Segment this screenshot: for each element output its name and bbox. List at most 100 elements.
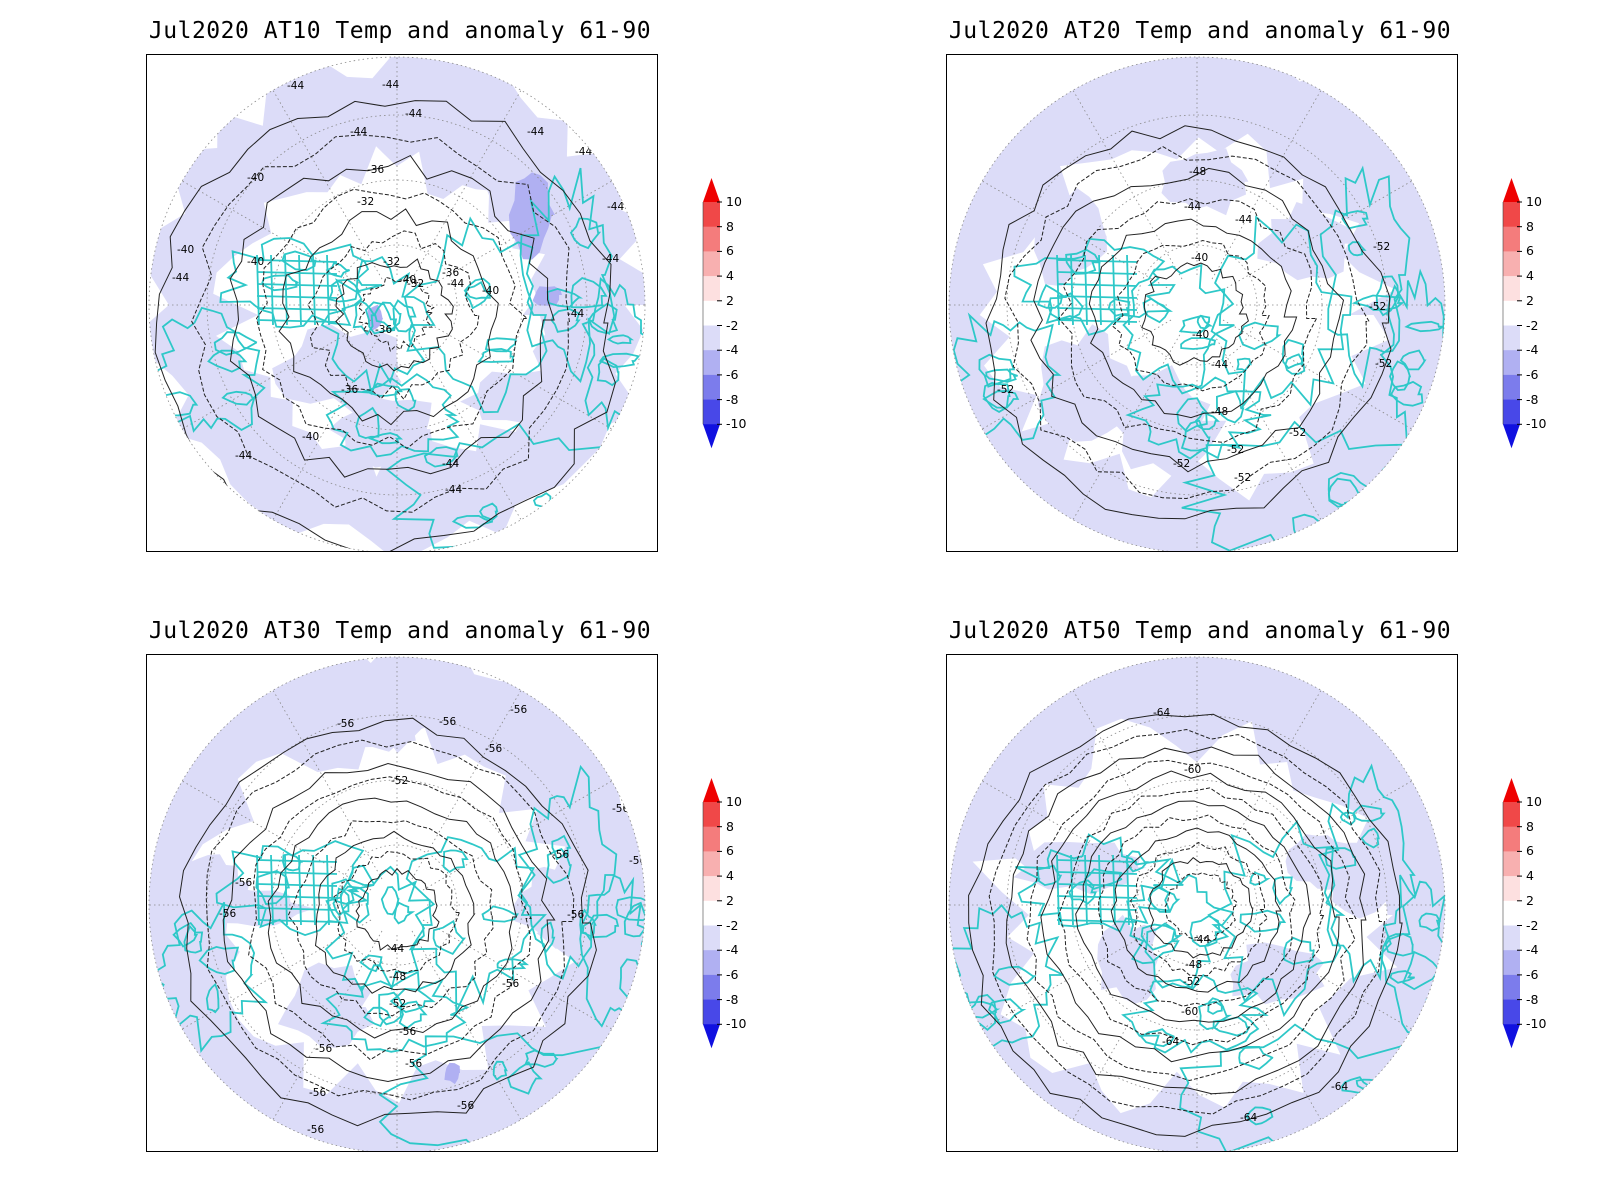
map-frame[interactable]: -44 -44 -44 -44 -44 -44 -44 -44 -40 -36 -32 -32 -32-… — [146, 54, 658, 552]
contour-line — [1164, 872, 1238, 942]
colorbar: 10 8 6 4 2 -2 -4 -6 -8 -10 — [700, 178, 760, 456]
temperature-contours — [178, 717, 597, 1127]
coastline-path — [1245, 1106, 1274, 1126]
coastline-path — [553, 1107, 593, 1119]
contour-label: -44 — [1211, 359, 1228, 371]
contour-label: -56 — [315, 1043, 332, 1055]
map-frame[interactable]: -56 -56 -56 -56 -52 -56 -56 -56 -56 -56 -56 -44 -48 -… — [146, 654, 658, 1152]
border-line — [312, 854, 316, 926]
map-panel-at10: Jul2020 AT10 Temp and anomaly 61-90 -44-… — [0, 0, 800, 600]
colorbar-swatch — [1503, 226, 1520, 252]
coastline-path — [950, 312, 1062, 441]
colorbar-tick-label: -10 — [726, 416, 747, 432]
colorbar-swatch — [703, 325, 720, 351]
coastline-path — [374, 301, 402, 331]
colorbar-swatch — [703, 974, 720, 1001]
contour-line — [248, 776, 532, 1061]
contour-label: -56 — [640, 973, 657, 985]
contour-label: -40 — [177, 244, 194, 256]
meridian-line — [982, 919, 1172, 1030]
colorbar-swatch — [703, 374, 720, 401]
latitude-circle — [1136, 844, 1258, 966]
coastline-path — [1179, 1023, 1443, 1151]
polar-map: -44 -44 -44-44-44 -44 -44-44-40-36-32-32-32-… — [148, 56, 646, 551]
coastline-path — [394, 388, 417, 412]
meridian-line — [182, 780, 372, 891]
colorbar-graphic — [702, 778, 722, 1049]
coastline-path — [1037, 283, 1068, 309]
colorbar-tick-label: 2 — [1526, 292, 1534, 308]
panel-title: Jul2020 AT30 Temp and anomaly 61-90 — [148, 618, 652, 644]
contour-line — [1026, 759, 1357, 1082]
coastline-path — [423, 446, 459, 468]
anomaly-patch — [1037, 324, 1135, 442]
polar-map: -56 -56 -56 -56 -52 -56 -56 -56 -56 -56 -56 -44 -48 -… — [148, 656, 657, 1151]
colorbar-tick-label: 4 — [1526, 868, 1534, 884]
anomaly-gap-region — [189, 718, 575, 1103]
contour-label: -48 — [389, 971, 406, 983]
coastline-path — [1272, 876, 1293, 906]
contour-line — [278, 208, 499, 426]
meridian-line — [272, 690, 383, 880]
contour-line — [335, 258, 454, 372]
colorbar-swatch — [1503, 202, 1520, 228]
coastline-path — [1389, 360, 1412, 392]
contour-label: -44 — [607, 201, 624, 213]
colorbar-swatch — [703, 826, 720, 852]
latitude-circle — [336, 244, 458, 366]
coastline-path — [987, 998, 1027, 1025]
border-line — [256, 854, 260, 926]
coastline-path — [398, 1000, 428, 1030]
border-line — [1084, 254, 1088, 326]
map-panel-at30: Jul2020 AT30 Temp and anomaly 61-90 -56 -… — [0, 600, 800, 1200]
coastline-path — [1207, 997, 1225, 1015]
anomaly-patch — [424, 131, 549, 192]
contour-line — [222, 762, 556, 1083]
coastline-path — [1347, 241, 1367, 257]
coastline-path — [378, 991, 405, 1026]
border-line — [1056, 271, 1138, 275]
meridian-line — [411, 330, 522, 520]
meridian-line — [422, 780, 612, 891]
meridian-line — [182, 180, 372, 291]
meridian-line — [982, 780, 1172, 891]
coastline-path — [221, 390, 258, 406]
coastline-path — [1180, 419, 1211, 452]
contour-label: -64 — [1429, 813, 1446, 825]
contour-label: -52 — [1183, 976, 1200, 988]
coastline-path — [481, 905, 520, 923]
colorbar-arrow-bottom — [703, 424, 720, 449]
colorbar-tick-label: 2 — [1526, 892, 1534, 908]
coastline-path — [1047, 292, 1084, 321]
map-frame[interactable]: -64 -60 -64 -44 -48 -52 -60 -64 -64 -64 — [946, 654, 1458, 1152]
colorbar-swatch — [1503, 900, 1520, 926]
coastline-path — [477, 347, 515, 363]
contour-label: -52 — [1234, 472, 1251, 484]
contour-label: -56 — [235, 877, 252, 889]
colorbar-tick-label: 10 — [1526, 794, 1542, 809]
anomaly-patch — [1161, 148, 1249, 216]
colorbar: 10 8 6 4 2 -2 -4 -6 -8 -10 — [1500, 778, 1560, 1056]
coastline-path — [982, 381, 1011, 413]
meridian-line — [982, 319, 1172, 430]
contour-label: -56 — [439, 716, 456, 728]
border-line — [256, 883, 338, 887]
border-line — [284, 254, 288, 326]
contour-label: -56 — [552, 849, 569, 861]
colorbar-swatch — [703, 350, 720, 376]
coastline-path — [606, 334, 634, 345]
contour-line — [1075, 800, 1311, 1023]
coastline-path — [1384, 932, 1414, 957]
meridian-line — [1211, 330, 1322, 520]
colorbar-swatch — [703, 900, 720, 926]
colorbar-tick-label: -4 — [1526, 342, 1539, 358]
colorbar-tick-label: -2 — [726, 917, 739, 933]
contour-label: -40 — [247, 256, 264, 268]
contour-label: -48 — [1211, 406, 1228, 418]
contour-labels: -48 -44 -44 -40 -40 -44 -48 -52 -52 -52 -52 -52 -52 -… — [997, 166, 1392, 484]
coastline-path — [1390, 380, 1424, 407]
colorbar-tick-label: -4 — [726, 342, 739, 358]
map-frame[interactable]: -48 -44 -44 -40 -40 -44 -48 -52 -52 -52 -52 -52 -52 -… — [946, 54, 1458, 552]
colorbar-arrow-top — [703, 178, 720, 202]
coastline-path — [213, 331, 258, 356]
